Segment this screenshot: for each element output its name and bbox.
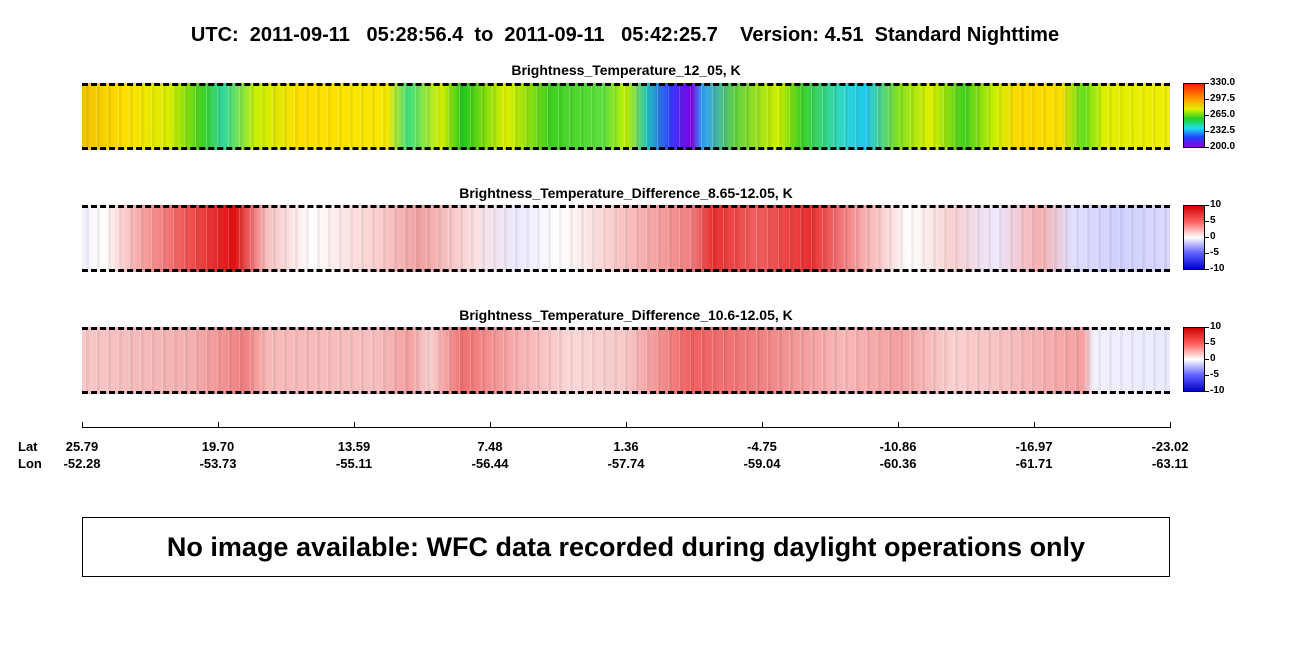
lat-label: Lat bbox=[18, 439, 38, 454]
lon-value: -63.11 bbox=[1151, 456, 1189, 471]
colorbar-tick bbox=[1205, 147, 1209, 148]
image-strip bbox=[82, 327, 1170, 394]
lon-value: -55.11 bbox=[335, 456, 373, 471]
colorbar-label: 0 bbox=[1210, 231, 1216, 242]
message-box: No image available: WFC data recorded du… bbox=[82, 517, 1170, 577]
colorbar bbox=[1183, 83, 1205, 148]
axis-tick bbox=[218, 422, 219, 428]
lon-label: Lon bbox=[18, 456, 42, 471]
colorbar-label: 10 bbox=[1210, 199, 1222, 210]
colorbar-label: 5 bbox=[1210, 215, 1216, 226]
colorbar bbox=[1183, 327, 1205, 392]
colorbar-tick bbox=[1205, 83, 1209, 84]
colorbar-tick bbox=[1205, 269, 1209, 270]
lon-value: -57.74 bbox=[607, 456, 645, 471]
colorbar-label: 232.5 bbox=[1210, 125, 1236, 136]
colorbar-tick bbox=[1205, 327, 1209, 328]
lon-value: -53.73 bbox=[199, 456, 237, 471]
lat-value: 13.59 bbox=[337, 439, 371, 454]
message: No image available: WFC data recorded du… bbox=[166, 531, 1086, 562]
colorbar-tick bbox=[1205, 99, 1209, 100]
lat-value: 1.36 bbox=[613, 439, 639, 454]
lat-value: 7.48 bbox=[477, 439, 503, 454]
colorbar-tick bbox=[1205, 343, 1209, 344]
axis-tick bbox=[82, 422, 83, 428]
axis-tick bbox=[1034, 422, 1035, 428]
lat-value: -23.02 bbox=[1151, 439, 1189, 454]
panel-title: Brightness_Temperature_Difference_8.65-1… bbox=[459, 185, 793, 201]
colorbar-label: 330.0 bbox=[1210, 77, 1236, 88]
lon-value: -60.36 bbox=[879, 456, 917, 471]
colorbar-label: 297.5 bbox=[1210, 93, 1236, 104]
panel-title: Brightness_Temperature_12_05, K bbox=[511, 62, 741, 78]
lon-value: -56.44 bbox=[471, 456, 509, 471]
lon-value: -52.28 bbox=[63, 456, 101, 471]
axis-tick bbox=[1170, 422, 1171, 428]
colorbar-label: 0 bbox=[1210, 353, 1216, 364]
colorbar bbox=[1183, 205, 1205, 270]
colorbar-tick bbox=[1205, 205, 1209, 206]
colorbar-tick bbox=[1205, 221, 1209, 222]
lon-value: -59.04 bbox=[743, 456, 781, 471]
colorbar-label: 10 bbox=[1210, 321, 1222, 332]
colorbar-tick bbox=[1205, 115, 1209, 116]
lon-value: -61.71 bbox=[1015, 456, 1053, 471]
colorbar-label: -5 bbox=[1210, 247, 1219, 258]
colorbar-tick bbox=[1205, 375, 1209, 376]
axis-tick bbox=[626, 422, 627, 428]
colorbar-label: 265.0 bbox=[1210, 109, 1236, 120]
panel-title: Brightness_Temperature_Difference_10.6-1… bbox=[459, 307, 793, 323]
colorbar-tick bbox=[1205, 391, 1209, 392]
colorbar-label: 200.0 bbox=[1210, 141, 1236, 152]
colorbar-label: -10 bbox=[1210, 263, 1225, 274]
colorbar-tick bbox=[1205, 359, 1209, 360]
colorbar-tick bbox=[1205, 253, 1209, 254]
lat-value: 25.79 bbox=[65, 439, 99, 454]
colorbar-label: -5 bbox=[1210, 369, 1219, 380]
axis-tick bbox=[354, 422, 355, 428]
axis-tick bbox=[490, 422, 491, 428]
lat-value: -10.86 bbox=[879, 439, 917, 454]
lat-value: 19.70 bbox=[201, 439, 235, 454]
colorbar-label: 5 bbox=[1210, 337, 1216, 348]
colorbar-tick bbox=[1205, 237, 1209, 238]
image-strip bbox=[82, 205, 1170, 272]
lat-value: -16.97 bbox=[1015, 439, 1053, 454]
axis-tick bbox=[898, 422, 899, 428]
colorbar-tick bbox=[1205, 131, 1209, 132]
axis-tick bbox=[762, 422, 763, 428]
colorbar-label: -10 bbox=[1210, 385, 1225, 396]
lat-value: -4.75 bbox=[747, 439, 777, 454]
title: UTC: 2011-09-11 05:28:56.4 to 2011-09-11… bbox=[190, 24, 1060, 46]
image-strip bbox=[82, 83, 1170, 150]
